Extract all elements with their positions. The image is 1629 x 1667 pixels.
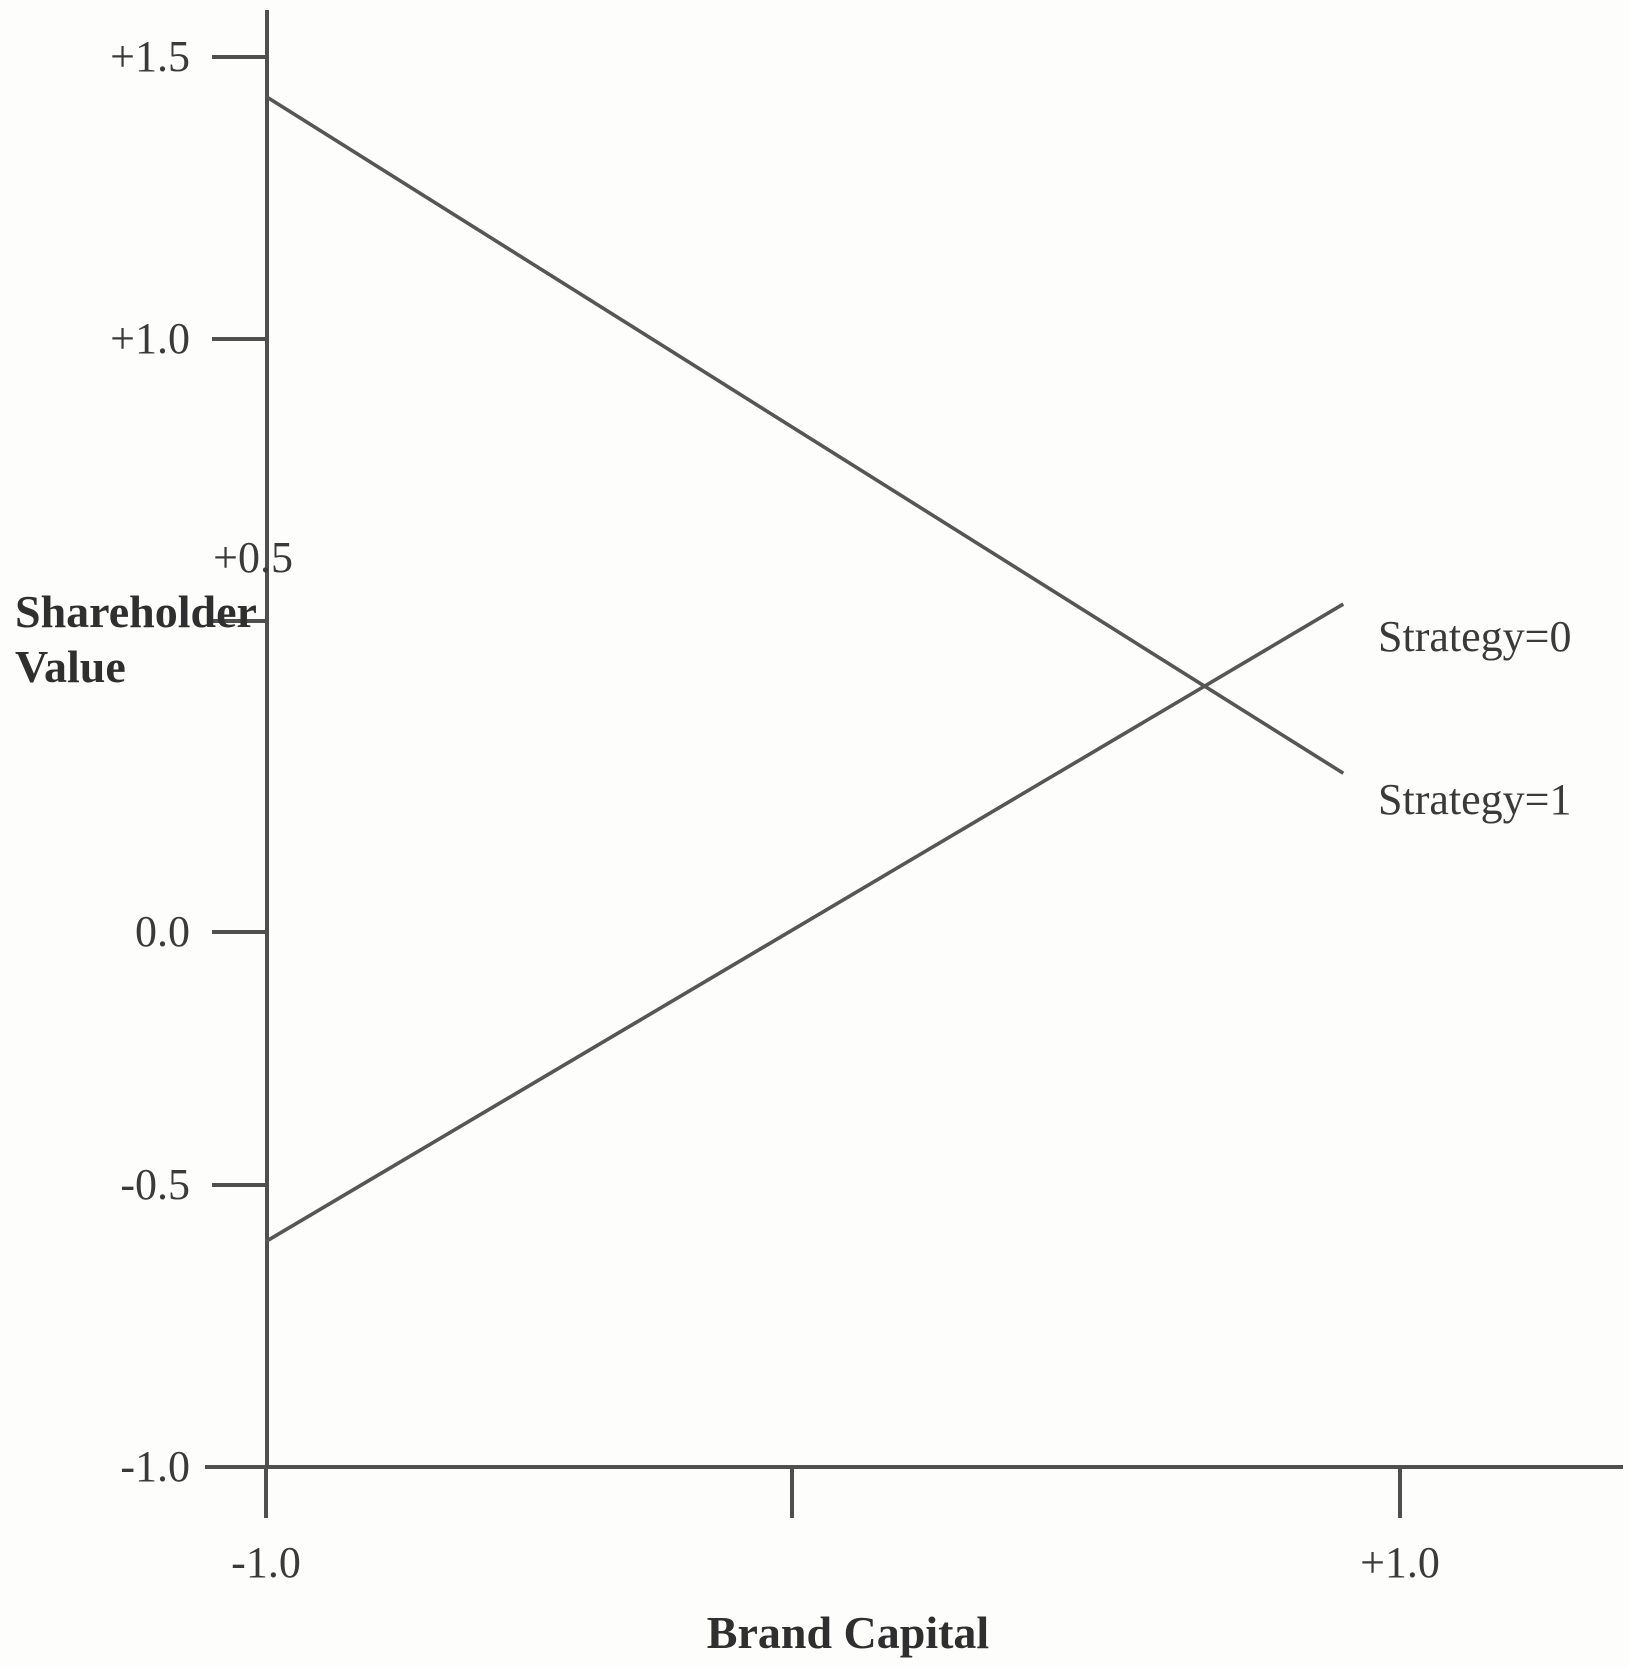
y-tick-label: +1.0 [110, 314, 190, 363]
series-line-strategy-1 [265, 94, 1345, 775]
y-tick-label: +0.5 [213, 533, 293, 582]
y-tick-label: +1.5 [110, 32, 190, 81]
y-tick-label: 0.0 [135, 907, 190, 956]
x-axis-title: Brand Capital [706, 1607, 990, 1658]
x-tick-label: +1.0 [1360, 1538, 1440, 1587]
x-tick-label: -1.0 [231, 1538, 301, 1587]
y-tick-label: -0.5 [120, 1160, 190, 1209]
series-line-strategy-0 [265, 602, 1345, 1243]
y-tick-label: -1.0 [120, 1442, 190, 1491]
series-label: Strategy=0 [1378, 612, 1572, 661]
y-axis-title: Shareholder Value [15, 586, 257, 693]
series-label: Strategy=1 [1378, 775, 1572, 824]
